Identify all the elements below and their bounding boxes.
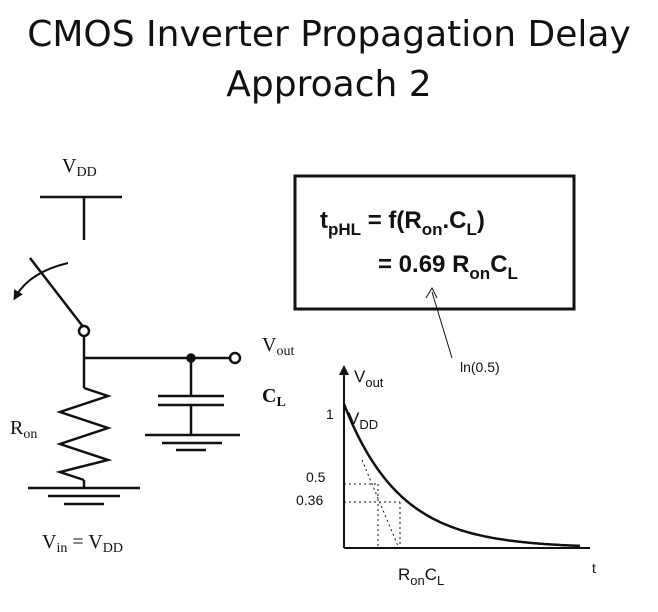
slide-title-line-1: CMOS Inverter Propagation Delay (27, 14, 631, 55)
switch-blade (29, 257, 85, 329)
annotation-arrowhead (425, 286, 438, 299)
graph-tick-05: 0.5 (306, 469, 326, 485)
vout-label: Vout (262, 334, 294, 359)
vdd-label: VDD (62, 155, 97, 180)
resistor-zigzag (55, 386, 113, 482)
switch-contact (77, 324, 91, 338)
vout-terminal (228, 351, 242, 365)
formula-line-1: tpHL = f(Ron.CL) (320, 207, 485, 239)
annotation-pointer (431, 291, 453, 359)
graph-xtick-rc: RonCL (398, 565, 444, 588)
inverter-circuit (13, 195, 242, 506)
ron-label: Ron (10, 417, 37, 442)
slide-title-line-2: Approach 2 (226, 64, 432, 105)
guide-tangent (361, 459, 399, 547)
cl-label: CL (262, 385, 286, 410)
graph-tick-036: 0.36 (296, 492, 323, 508)
formula-box (293, 174, 576, 311)
graph-tick-1: 1 (326, 406, 334, 422)
annotation-ln: ln(0.5) (460, 359, 500, 375)
decay-graph (339, 365, 590, 549)
decay-curve (342, 403, 581, 548)
graph-xlabel: t (592, 560, 596, 576)
switch-action-arrow (13, 262, 69, 301)
graph-vdd-label: VDD (348, 409, 378, 432)
graph-ylabel: Vout (354, 367, 384, 390)
vin-label: Vin = VDD (42, 531, 123, 556)
formula-line-2: = 0.69 RonCL (378, 251, 518, 283)
